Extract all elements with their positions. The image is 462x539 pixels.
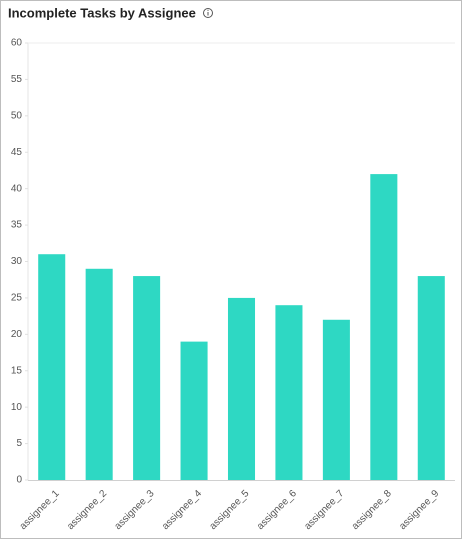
- y-tick-label: 0: [16, 475, 22, 486]
- chart-title: Incomplete Tasks by Assignee: [8, 5, 196, 20]
- y-tick-label: 50: [11, 110, 23, 121]
- y-tick-label: 30: [11, 256, 23, 267]
- y-tick-label: 55: [11, 74, 23, 85]
- bar: [322, 319, 350, 480]
- y-tick-label: 25: [11, 293, 23, 304]
- info-icon-circle: [203, 8, 213, 18]
- bar: [275, 305, 303, 480]
- y-tick-label: 10: [11, 402, 23, 413]
- y-tick-label: 60: [11, 38, 23, 49]
- y-tick-label: 45: [11, 147, 23, 158]
- y-tick-label: 35: [11, 220, 23, 231]
- bar: [180, 341, 208, 480]
- bar: [133, 276, 161, 480]
- bar: [370, 174, 398, 480]
- bar: [85, 268, 113, 480]
- y-tick-label: 15: [11, 365, 23, 376]
- bar: [227, 297, 256, 480]
- info-icon-dot: [207, 9, 209, 11]
- y-tick-label: 40: [11, 183, 23, 194]
- bar: [38, 254, 66, 480]
- info-icon[interactable]: [203, 8, 213, 18]
- y-tick-label: 20: [11, 329, 23, 340]
- bar: [417, 276, 445, 480]
- y-tick-label: 5: [16, 438, 22, 449]
